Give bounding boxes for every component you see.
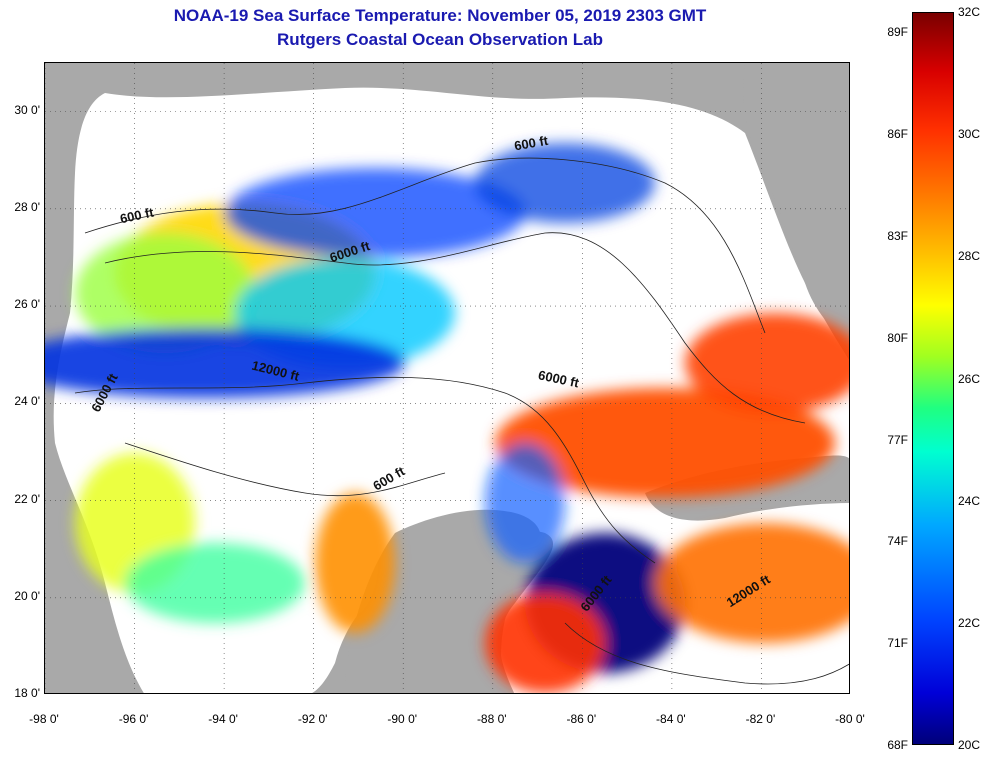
- colorbar-celsius-label: 32C: [958, 5, 981, 19]
- grid-lines: [45, 63, 849, 693]
- lon-tick-label: -90 0': [387, 712, 418, 726]
- colorbar-fahrenheit-label: 77F: [887, 432, 908, 447]
- lon-tick-label: -96 0': [118, 712, 149, 726]
- colorbar-celsius-label: 26C: [958, 371, 981, 386]
- temperature-colorbar: [912, 12, 954, 745]
- lon-tick-label: -82 0': [745, 712, 776, 726]
- colorbar-fahrenheit-label: 74F: [887, 534, 908, 549]
- lat-tick-label: 18 0': [14, 686, 40, 700]
- colorbar-celsius-label: 28C: [958, 249, 981, 264]
- map-subtitle: Rutgers Coastal Ocean Observation Lab: [277, 30, 603, 49]
- colorbar-fahrenheit-label: 71F: [887, 636, 908, 651]
- lon-tick-label: -86 0': [566, 712, 597, 726]
- lat-tick-label: 22 0': [14, 491, 40, 506]
- map-title: NOAA-19 Sea Surface Temperature: Novembe…: [173, 6, 707, 25]
- lat-tick-label: 26 0': [14, 297, 40, 312]
- contour-label: 600 ft: [119, 204, 156, 226]
- colorbar-fahrenheit-label: 86F: [887, 127, 908, 142]
- contour-label: 600 ft: [513, 133, 550, 154]
- lat-tick-label: 30 0': [14, 102, 40, 117]
- colorbar-fahrenheit-label: 80F: [887, 330, 908, 345]
- lon-tick-label: -80 0': [835, 712, 865, 726]
- colorbar-celsius-label: 20C: [958, 738, 981, 752]
- lat-tick-label: 24 0': [14, 394, 40, 409]
- lat-tick-label: 28 0': [14, 199, 40, 214]
- lon-tick-label: -84 0': [656, 712, 686, 726]
- colorbar-fahrenheit-label: 89F: [887, 25, 908, 40]
- lon-tick-label: -92 0': [297, 712, 328, 726]
- colorbar-fahrenheit-label: 68F: [887, 738, 908, 752]
- colorbar-celsius-label: 24C: [958, 493, 981, 508]
- sst-field: [45, 143, 849, 693]
- colorbar-fahrenheit-label: 83F: [887, 228, 908, 243]
- lon-tick-label: -94 0': [208, 712, 238, 726]
- sst-map: 600 ft 600 ft 6000 ft 12000 ft 6000 ft 6000 f…: [44, 62, 850, 694]
- colorbar-celsius-label: 22C: [958, 615, 981, 630]
- depth-contours: [74, 157, 849, 685]
- lat-tick-label: 20 0': [14, 588, 40, 603]
- lon-tick-label: -88 0': [476, 712, 507, 726]
- colorbar-celsius-label: 30C: [958, 127, 981, 142]
- florida-land: [743, 63, 849, 342]
- lon-tick-label: -98 0': [29, 712, 59, 726]
